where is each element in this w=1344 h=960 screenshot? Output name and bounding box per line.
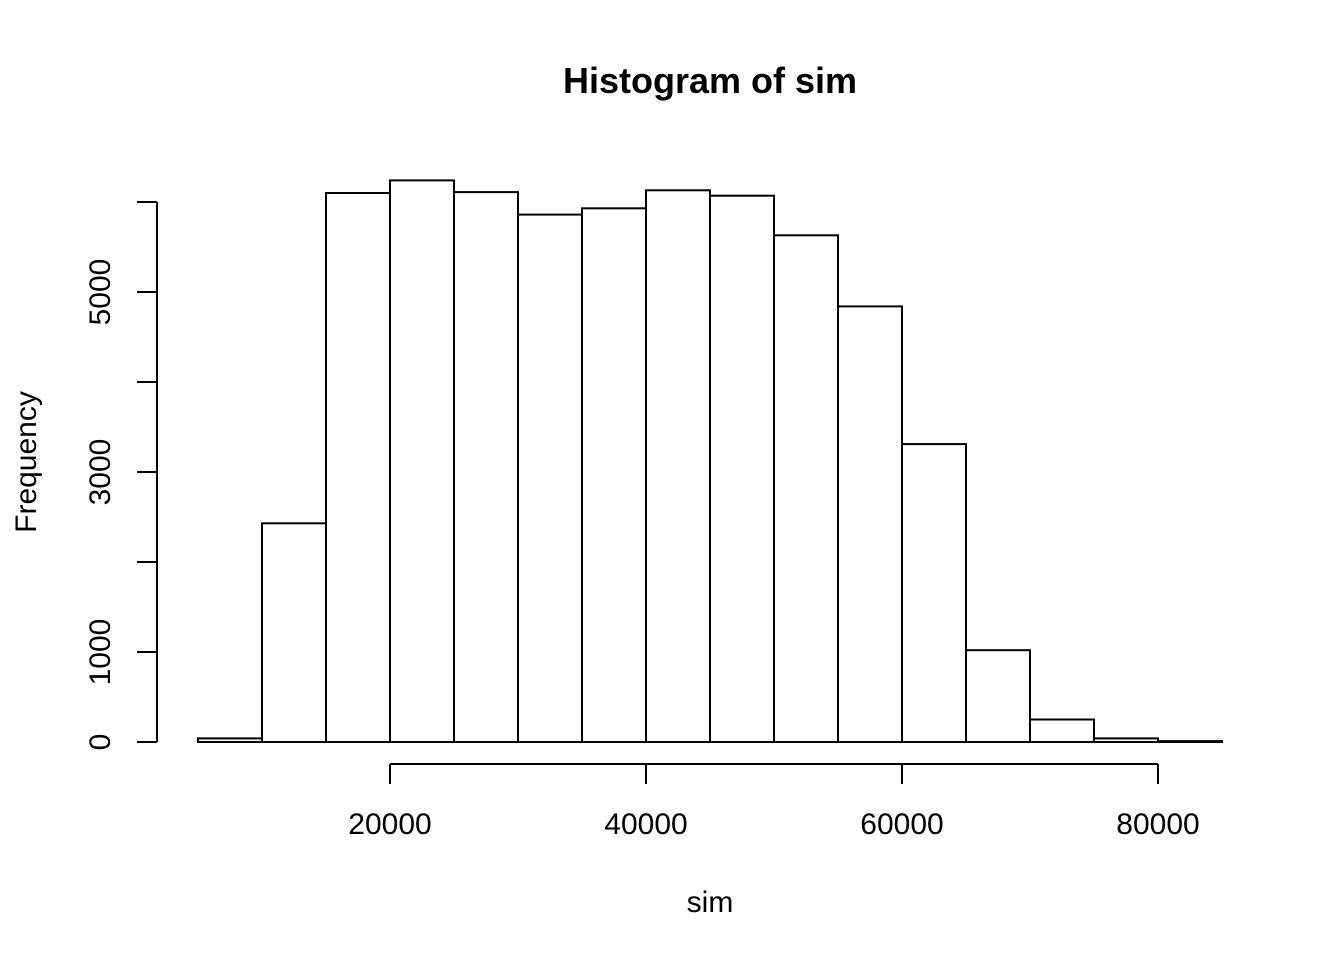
y-tick-label: 0 <box>84 734 117 751</box>
histogram-bar <box>1093 737 1159 744</box>
histogram-bar <box>581 207 647 744</box>
y-tick-label: 5000 <box>84 259 117 326</box>
histogram-bar <box>389 179 455 743</box>
histogram-bar <box>709 194 775 743</box>
chart-title: Histogram of sim <box>563 60 857 101</box>
x-axis-label: sim <box>687 886 734 919</box>
y-axis-label: Frequency <box>10 391 43 533</box>
y-axis: 0 1000 3000 5000 <box>84 201 158 751</box>
x-axis: 20000 40000 60000 80000 <box>348 763 1200 841</box>
histogram-bar <box>773 234 839 744</box>
histogram-bar <box>453 191 519 744</box>
y-tick-label: 1000 <box>84 619 117 686</box>
histogram-bar <box>901 443 967 743</box>
histogram-bar <box>197 737 263 744</box>
histogram-bar <box>965 649 1031 744</box>
histogram-bar <box>1029 718 1095 743</box>
histogram-bar <box>325 192 391 743</box>
histogram-bar <box>837 305 903 743</box>
histogram-bar <box>261 522 327 743</box>
histogram-bar <box>645 189 711 744</box>
histogram-bar <box>1157 740 1223 743</box>
histogram-bars <box>197 179 1223 744</box>
x-tick-label: 40000 <box>604 808 687 841</box>
x-tick-label: 60000 <box>860 808 943 841</box>
x-tick-label: 80000 <box>1116 808 1199 841</box>
y-tick-label: 3000 <box>84 439 117 506</box>
x-tick-label: 20000 <box>348 808 431 841</box>
histogram-bar <box>517 213 583 744</box>
